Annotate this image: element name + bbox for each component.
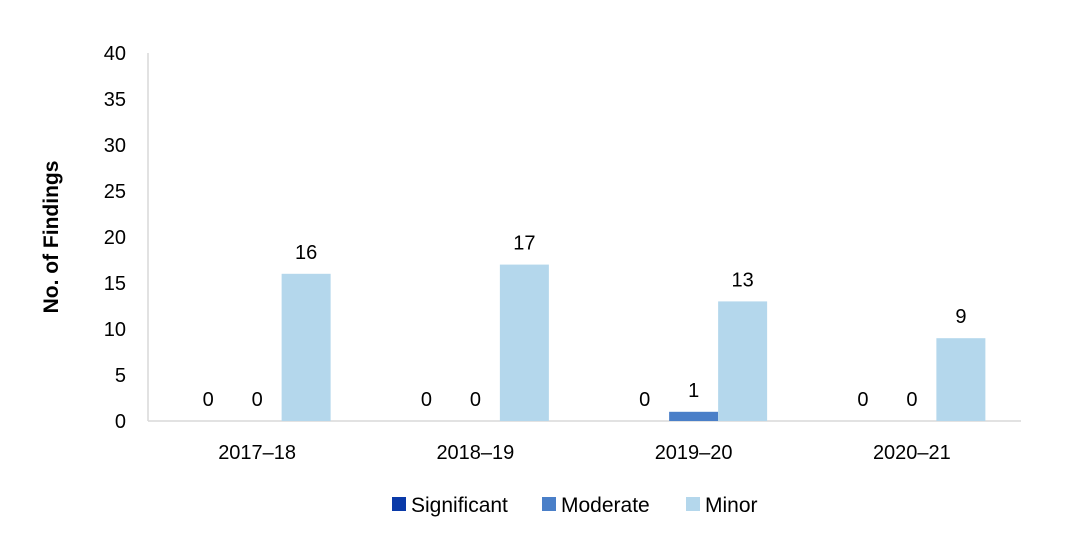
legend-label: Significant <box>411 494 508 517</box>
legend-label: Moderate <box>561 494 650 517</box>
data-label: 16 <box>295 242 317 264</box>
data-label: 0 <box>906 389 917 411</box>
bar-minor <box>499 264 549 421</box>
y-tick-label: 0 <box>115 411 126 433</box>
y-tick-label: 35 <box>104 89 126 111</box>
data-label: 0 <box>470 389 481 411</box>
data-label: 0 <box>421 389 432 411</box>
legend-swatch-minor <box>686 497 700 511</box>
x-tick-label: 2020–21 <box>873 442 951 464</box>
y-tick-label: 15 <box>104 273 126 295</box>
legend-label: Minor <box>705 494 758 517</box>
legend: Significant Moderate Minor <box>392 494 758 517</box>
y-tick-label: 40 <box>104 43 126 65</box>
data-label: 0 <box>857 389 868 411</box>
data-label: 0 <box>252 389 263 411</box>
y-tick-label: 25 <box>104 181 126 203</box>
y-tick-label: 30 <box>104 135 126 157</box>
y-tick-label: 10 <box>104 319 126 341</box>
y-tick-label: 5 <box>115 365 126 387</box>
data-label: 9 <box>955 306 966 328</box>
y-axis-title-group: No. of Findings <box>40 161 63 314</box>
data-label: 17 <box>513 233 535 255</box>
legend-swatch-moderate <box>542 497 556 511</box>
y-tick-labels: 0 5 10 15 20 25 30 35 40 <box>104 43 126 433</box>
data-label: 13 <box>732 269 754 291</box>
axes <box>147 53 1021 422</box>
bar-moderate <box>669 411 719 421</box>
y-axis-title: No. of Findings <box>40 161 63 314</box>
data-label: 1 <box>688 380 699 402</box>
x-tick-label: 2017–18 <box>218 442 296 464</box>
y-tick-label: 20 <box>104 227 126 249</box>
bar-minor <box>718 301 768 421</box>
bars <box>281 264 986 421</box>
legend-swatch-significant <box>392 497 406 511</box>
data-label: 0 <box>203 389 214 411</box>
x-tick-label: 2019–20 <box>655 442 733 464</box>
x-tick-labels: 2017–18 2018–19 2019–20 2020–21 <box>218 442 951 464</box>
data-label: 0 <box>639 389 650 411</box>
x-tick-label: 2018–19 <box>436 442 514 464</box>
data-labels: 0 0 16 0 0 17 0 1 13 0 0 9 <box>203 233 967 411</box>
bar-minor <box>281 273 331 421</box>
bar-minor <box>936 338 986 421</box>
